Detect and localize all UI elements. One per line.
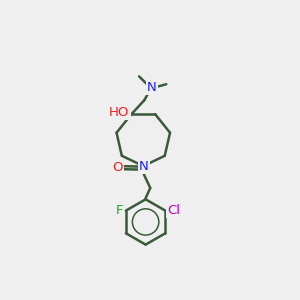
Text: F: F bbox=[116, 204, 123, 217]
Text: N: N bbox=[147, 81, 157, 94]
Text: O: O bbox=[112, 161, 123, 174]
Text: N: N bbox=[139, 160, 148, 173]
Text: HO: HO bbox=[109, 106, 130, 119]
Text: Cl: Cl bbox=[167, 204, 180, 217]
